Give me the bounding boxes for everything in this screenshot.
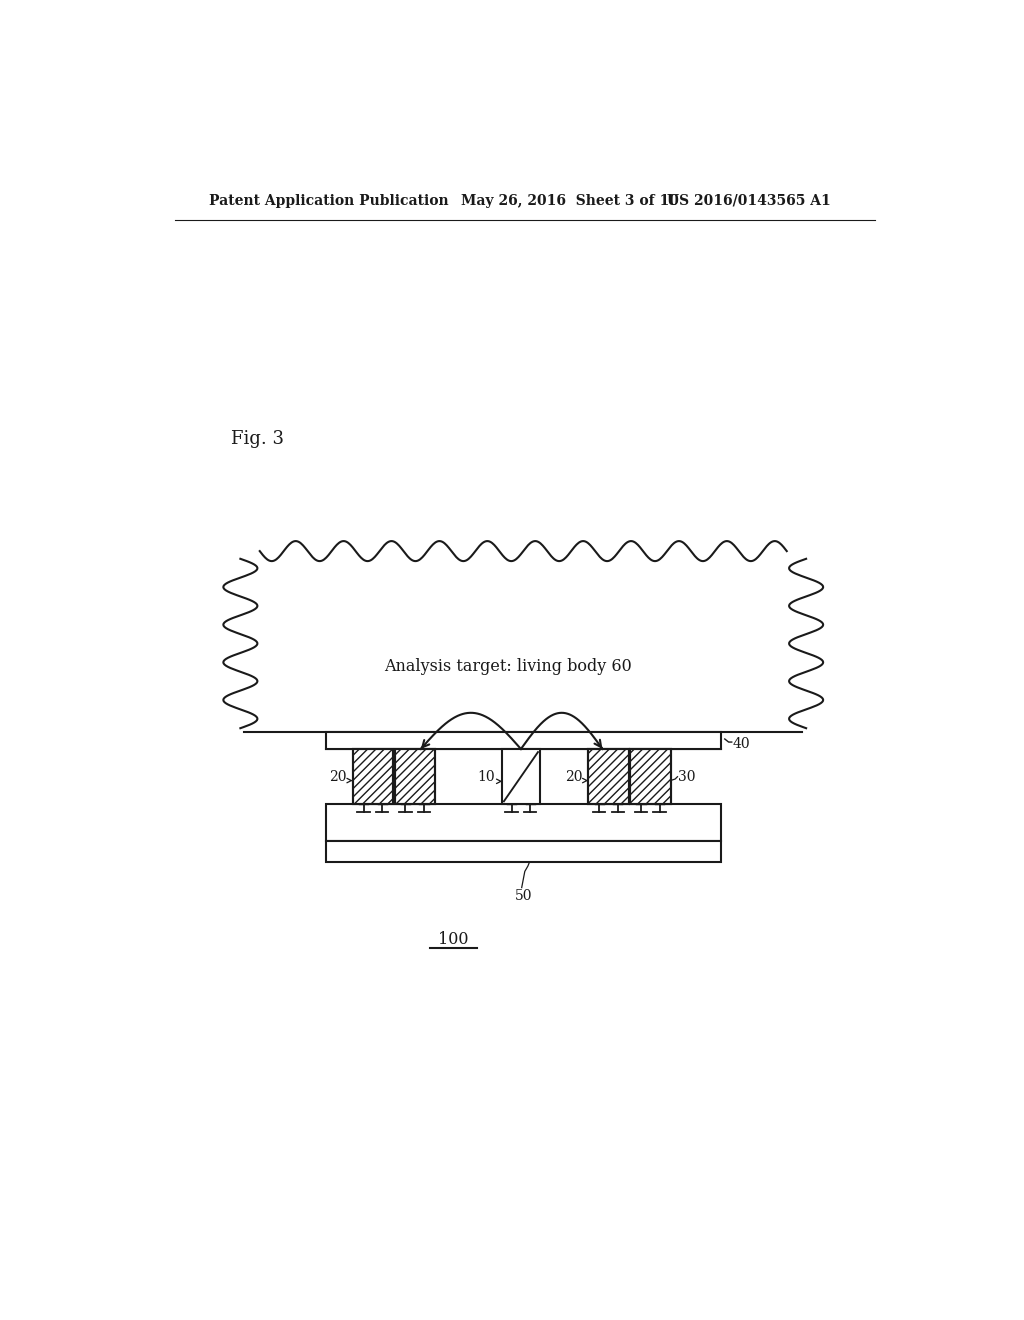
Text: 20: 20	[329, 770, 346, 784]
Text: 100: 100	[438, 932, 469, 949]
Bar	[352, 748, 393, 804]
Bar	[326, 841, 721, 862]
Bar	[352, 748, 393, 804]
Text: 10: 10	[477, 770, 495, 784]
Text: 20: 20	[564, 770, 583, 784]
Bar	[394, 748, 435, 804]
Bar	[326, 733, 721, 748]
Bar	[589, 748, 629, 804]
Text: Analysis target: living body 60: Analysis target: living body 60	[384, 659, 632, 675]
Text: 50: 50	[514, 890, 532, 903]
Bar	[326, 804, 721, 841]
Bar	[630, 748, 671, 804]
Bar	[589, 748, 629, 804]
Text: May 26, 2016  Sheet 3 of 10: May 26, 2016 Sheet 3 of 10	[461, 194, 679, 207]
Bar	[394, 748, 435, 804]
Text: US 2016/0143565 A1: US 2016/0143565 A1	[667, 194, 830, 207]
Text: 30: 30	[678, 770, 695, 784]
Bar	[503, 748, 540, 804]
Text: Fig. 3: Fig. 3	[231, 430, 284, 449]
Bar	[630, 748, 671, 804]
Text: Patent Application Publication: Patent Application Publication	[209, 194, 449, 207]
Text: 40: 40	[732, 737, 751, 751]
